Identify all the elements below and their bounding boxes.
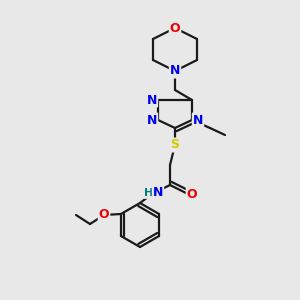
Text: O: O [170, 22, 180, 34]
Text: O: O [187, 188, 197, 200]
Text: S: S [170, 139, 179, 152]
Text: N: N [193, 113, 203, 127]
Text: H: H [144, 188, 154, 198]
Text: N: N [170, 64, 180, 77]
Text: N: N [153, 187, 163, 200]
Text: N: N [147, 94, 157, 106]
Text: N: N [147, 113, 157, 127]
Text: O: O [99, 208, 109, 221]
